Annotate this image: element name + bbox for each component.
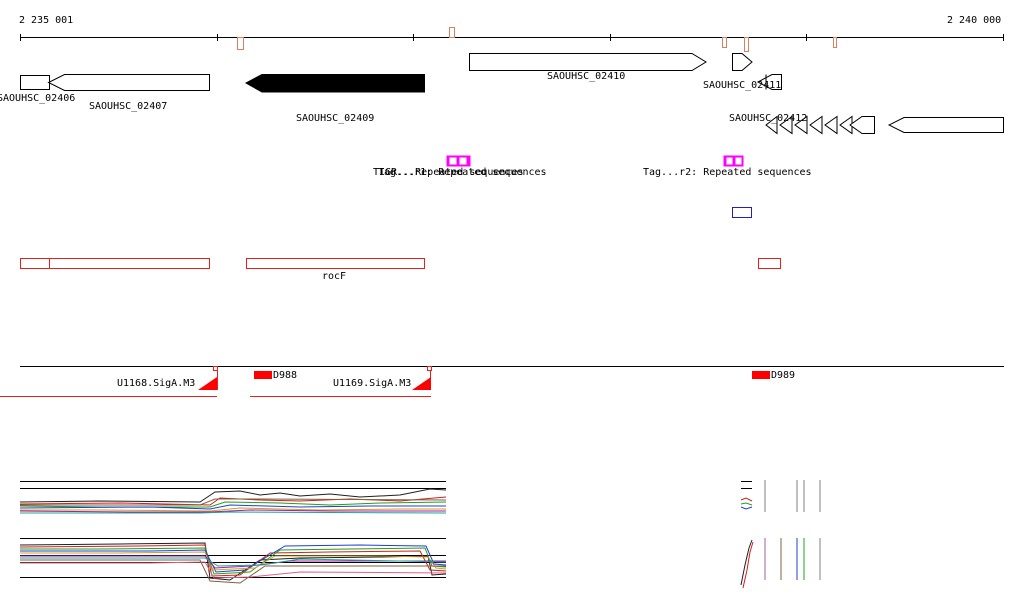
annotation-feature[interactable]	[20, 258, 210, 269]
repeat-label: Tag...r2: Repeated sequences	[643, 167, 812, 178]
annotation-feature[interactable]	[758, 258, 781, 269]
repeat-label: TIGR...Repeated sequences	[373, 167, 524, 178]
tss-d988[interactable]: D988	[254, 370, 297, 381]
repeat-track: TIGR...Repeated sequences Tag...r1: Repe…	[373, 155, 812, 218]
expression-track	[19, 480, 821, 589]
gene-label: SAOUHSC_02410	[547, 71, 625, 82]
gene-saouhsc-02412[interactable]: SAOUHSC_02412	[729, 113, 1004, 135]
repeat-feature-1[interactable]: TIGR...Repeated sequences Tag...r1: Repe…	[373, 155, 547, 179]
gene-label: SAOUHSC_02411	[703, 80, 781, 91]
annotation-track: rocF	[20, 258, 781, 282]
expression-plot-upper	[19, 481, 447, 514]
promoter-u1168[interactable]: U1168.SigA.M3	[0, 366, 218, 397]
gene-label: SAOUHSC_02406	[0, 93, 75, 104]
annotation-feature-rocf[interactable]	[246, 258, 425, 269]
promoter-u1169[interactable]: U1169.SigA.M3	[250, 366, 432, 397]
tss-label: D989	[771, 370, 795, 381]
tss-label: D988	[273, 370, 297, 381]
coordinate-ruler: 2 235 001 2 240 000	[19, 15, 1004, 52]
gene-saouhsc-02409[interactable]: SAOUHSC_02409	[244, 74, 425, 125]
gene-label: SAOUHSC_02409	[296, 113, 374, 124]
repeat-feature-2[interactable]: Tag...r2: Repeated sequences	[643, 155, 812, 179]
ruler-feature-marks	[237, 27, 837, 52]
gene-saouhsc-02411[interactable]: SAOUHSC_02411	[703, 53, 782, 92]
promoter-track: U1168.SigA.M3 D988 U1169.SigA.M3 D989	[0, 366, 1004, 397]
gene-saouhsc-02410[interactable]: SAOUHSC_02410	[469, 53, 707, 83]
gene-label: SAOUHSC_02407	[89, 101, 167, 112]
promoter-label: U1168.SigA.M3	[117, 378, 195, 389]
gene-label: SAOUHSC_02412	[729, 113, 807, 124]
misc-feature-box[interactable]	[732, 207, 752, 218]
repeat-label-overlap: Tag...r1: Repeated sequences	[378, 167, 547, 178]
expression-plot-lower	[19, 538, 447, 584]
promoter-label: U1169.SigA.M3	[333, 378, 411, 389]
tss-d989[interactable]: D989	[752, 370, 795, 381]
rocf-label: rocF	[322, 271, 346, 282]
gene-saouhsc-02407[interactable]: SAOUHSC_02407	[47, 74, 210, 113]
expression-plot-fragments	[740, 480, 821, 589]
ruler-ticks	[20, 34, 1004, 41]
gene-track: SAOUHSC_02406 SAOUHSC_02407 SAOUHSC_0240…	[0, 53, 1004, 135]
ruler-start-label: 2 235 001	[19, 15, 73, 26]
ruler-end-label: 2 240 000	[947, 15, 1001, 26]
